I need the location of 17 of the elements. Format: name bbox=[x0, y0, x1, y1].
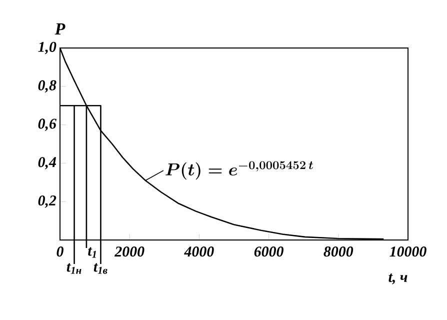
x-tick-label: 2000 bbox=[114, 246, 144, 257]
y-tick-label: 0,2 bbox=[38, 195, 56, 208]
y-tick-label: 0,8 bbox=[38, 80, 56, 93]
annotation: t$_{1}$ bbox=[88, 247, 96, 258]
y-tick-label: 0,6 bbox=[38, 118, 56, 131]
x-tick-label: 4000 bbox=[184, 246, 214, 257]
x-axis-title: t, ч bbox=[388, 274, 408, 284]
annotation: $\boldsymbol{P(t)=e^{-0{,}0005452\,t}}$ bbox=[166, 161, 313, 180]
annotation: t$_{1в}$ bbox=[94, 263, 108, 274]
x-tick-label: 8000 bbox=[324, 246, 354, 257]
x-tick-label: 10000 bbox=[390, 246, 426, 257]
y-axis-title: P bbox=[54, 23, 66, 34]
annotation: t$_{1н}$ bbox=[66, 263, 82, 274]
x-tick-label: 0 bbox=[56, 246, 64, 257]
y-tick-label: 1,0 bbox=[38, 42, 56, 54]
y-tick-label: 0,4 bbox=[38, 157, 56, 170]
x-tick-label: 6000 bbox=[254, 246, 284, 257]
